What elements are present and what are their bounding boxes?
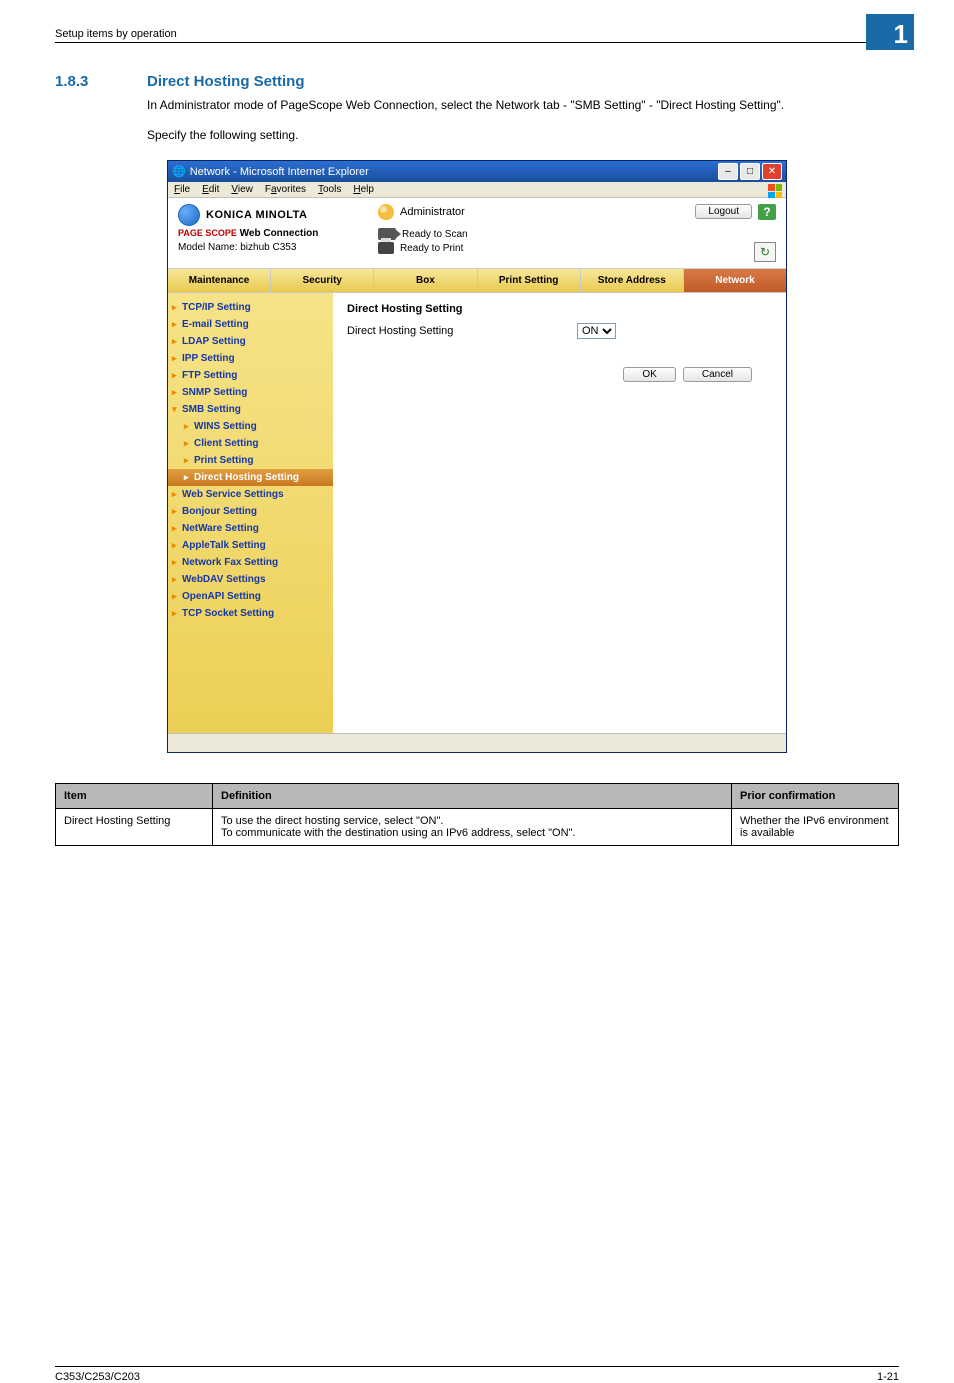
- ie-app-icon: 🌐: [172, 165, 186, 178]
- chapter-number: 1: [894, 19, 908, 50]
- product-line: PAGE SCOPE Web Connection: [178, 228, 378, 239]
- brand-text: KONICA MINOLTA: [206, 209, 308, 221]
- nav-client-setting[interactable]: Client Setting: [168, 435, 333, 452]
- nav-ldap-setting[interactable]: LDAP Setting: [168, 333, 333, 350]
- logout-button[interactable]: Logout: [695, 204, 752, 219]
- status-print: Ready to Print: [378, 242, 695, 254]
- section-para-2: Specify the following setting.: [147, 126, 899, 144]
- th-definition: Definition: [213, 784, 732, 809]
- refresh-button[interactable]: ↻: [754, 242, 776, 262]
- main-pane: Direct Hosting Setting Direct Hosting Se…: [333, 293, 786, 733]
- status-scan-text: Ready to Scan: [402, 229, 468, 240]
- nav-smb-setting[interactable]: SMB Setting: [168, 401, 333, 418]
- menu-file[interactable]: File: [174, 184, 190, 195]
- content-area: TCP/IP SettingE-mail SettingLDAP Setting…: [168, 293, 786, 733]
- ie-titlebar: 🌐 Network - Microsoft Internet Explorer …: [168, 161, 786, 182]
- admin-mode: Administrator: [378, 204, 695, 220]
- table-cell: To use the direct hosting service, selec…: [213, 809, 732, 846]
- help-button[interactable]: ?: [758, 204, 776, 220]
- footer-right: 1-21: [877, 1371, 899, 1383]
- tab-security[interactable]: Security: [271, 269, 374, 292]
- model-name: Model Name: bizhub C353: [178, 242, 378, 253]
- running-header: Setup items by operation 1: [55, 28, 899, 43]
- nav-bonjour-setting[interactable]: Bonjour Setting: [168, 503, 333, 520]
- ie-title: Network - Microsoft Internet Explorer: [190, 166, 369, 178]
- nav-direct-hosting-setting[interactable]: Direct Hosting Setting: [168, 469, 333, 486]
- ok-button[interactable]: OK: [623, 367, 675, 382]
- tab-print-setting[interactable]: Print Setting: [478, 269, 581, 292]
- nav-snmp-setting[interactable]: SNMP Setting: [168, 384, 333, 401]
- network-sidebar: TCP/IP SettingE-mail SettingLDAP Setting…: [168, 293, 333, 733]
- section-para-1: In Administrator mode of PageScope Web C…: [147, 96, 899, 114]
- globe-icon: [178, 204, 200, 226]
- th-item: Item: [56, 784, 213, 809]
- nav-tcp-socket-setting[interactable]: TCP Socket Setting: [168, 605, 333, 622]
- nav-web-service-settings[interactable]: Web Service Settings: [168, 486, 333, 503]
- nav-appletalk-setting[interactable]: AppleTalk Setting: [168, 537, 333, 554]
- nav-e-mail-setting[interactable]: E-mail Setting: [168, 316, 333, 333]
- administrator-icon: [378, 204, 394, 220]
- tab-maintenance[interactable]: Maintenance: [168, 269, 271, 292]
- minimize-button[interactable]: –: [718, 163, 738, 180]
- page-footer: C353/C253/C203 1-21: [55, 1366, 899, 1383]
- table-row: Direct Hosting SettingTo use the direct …: [56, 809, 899, 846]
- nav-ipp-setting[interactable]: IPP Setting: [168, 350, 333, 367]
- section-heading: 1.8.3Direct Hosting Setting: [55, 73, 899, 90]
- nav-wins-setting[interactable]: WINS Setting: [168, 418, 333, 435]
- menu-edit[interactable]: Edit: [202, 184, 219, 195]
- konica-minolta-logo: KONICA MINOLTA: [178, 204, 378, 226]
- nav-network-fax-setting[interactable]: Network Fax Setting: [168, 554, 333, 571]
- nav-tcp-ip-setting[interactable]: TCP/IP Setting: [168, 299, 333, 316]
- direct-hosting-select[interactable]: ON: [577, 323, 616, 339]
- windows-flag-icon: [768, 184, 782, 198]
- product-name: Web Connection: [240, 228, 319, 239]
- nav-webdav-settings[interactable]: WebDAV Settings: [168, 571, 333, 588]
- setting-label: Direct Hosting Setting: [347, 325, 577, 337]
- ie-menubar: File Edit View Favorites Tools Help: [168, 182, 786, 198]
- tab-network[interactable]: Network: [684, 269, 786, 292]
- tab-store-address[interactable]: Store Address: [581, 269, 684, 292]
- status-print-text: Ready to Print: [400, 243, 463, 254]
- table-cell: Whether the IPv6 environment is availabl…: [732, 809, 899, 846]
- menu-favorites[interactable]: Favorites: [265, 184, 306, 195]
- status-scan: Ready to Scan: [378, 228, 695, 240]
- table-cell: Direct Hosting Setting: [56, 809, 213, 846]
- button-row: OK Cancel: [347, 367, 772, 382]
- menu-view[interactable]: View: [231, 184, 253, 195]
- nav-openapi-setting[interactable]: OpenAPI Setting: [168, 588, 333, 605]
- main-heading: Direct Hosting Setting: [347, 303, 772, 315]
- menu-help[interactable]: Help: [353, 184, 374, 195]
- admin-mode-label: Administrator: [400, 206, 465, 218]
- tab-row: MaintenanceSecurityBoxPrint SettingStore…: [168, 269, 786, 293]
- pagescope-header: KONICA MINOLTA Administrator Logout ? PA…: [168, 198, 786, 269]
- section-title: Direct Hosting Setting: [147, 73, 305, 90]
- maximize-button[interactable]: □: [740, 163, 760, 180]
- footer-left: C353/C253/C203: [55, 1371, 140, 1383]
- screenshot: 🌐 Network - Microsoft Internet Explorer …: [167, 160, 787, 753]
- nav-ftp-setting[interactable]: FTP Setting: [168, 367, 333, 384]
- chapter-number-box: 1: [866, 14, 914, 50]
- nav-print-setting[interactable]: Print Setting: [168, 452, 333, 469]
- menu-tools[interactable]: Tools: [318, 184, 341, 195]
- printer-icon: [378, 242, 394, 254]
- section-number: 1.8.3: [55, 73, 147, 90]
- th-prior: Prior confirmation: [732, 784, 899, 809]
- setting-row: Direct Hosting Setting ON: [347, 323, 772, 339]
- ie-window: 🌐 Network - Microsoft Internet Explorer …: [167, 160, 787, 753]
- product-prefix: PAGE SCOPE: [178, 228, 237, 238]
- tab-box[interactable]: Box: [374, 269, 477, 292]
- table-header-row: Item Definition Prior confirmation: [56, 784, 899, 809]
- window-buttons: – □ ✕: [718, 163, 782, 180]
- nav-netware-setting[interactable]: NetWare Setting: [168, 520, 333, 537]
- ie-statusbar: [168, 733, 786, 752]
- cancel-button[interactable]: Cancel: [683, 367, 752, 382]
- definition-table: Item Definition Prior confirmation Direc…: [55, 783, 899, 846]
- close-button[interactable]: ✕: [762, 163, 782, 180]
- running-header-text: Setup items by operation: [55, 28, 177, 40]
